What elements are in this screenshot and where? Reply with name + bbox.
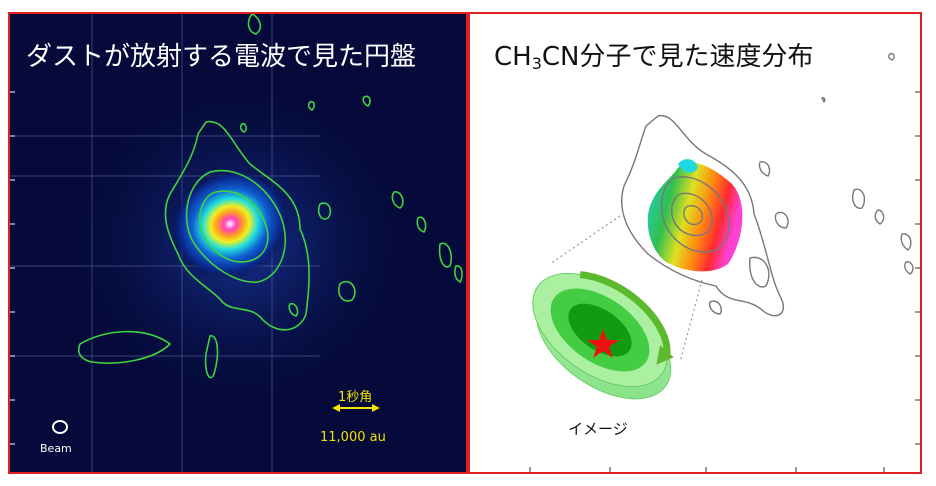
dust-contours	[77, 14, 463, 379]
velocity-blob-top	[678, 159, 698, 173]
projection-line-bottom	[679, 279, 703, 363]
axis-ticks	[10, 91, 15, 445]
velocity-blob	[647, 162, 743, 272]
gray-contours	[621, 52, 914, 317]
velocity-map-image	[529, 52, 920, 472]
disk-illustration	[532, 271, 674, 400]
scale-bar-value: 11,000 au	[320, 430, 386, 445]
scale-arrow	[332, 404, 380, 412]
scale-bar-label: 1秒角	[338, 390, 373, 405]
dust-continuum-panel: ダストが放射する電波で見た円盤 Beam 1秒角 11,000 au	[8, 12, 468, 474]
illustration-label: イメージ	[568, 420, 628, 438]
projection-line-top	[549, 215, 621, 265]
right-panel-title: CH3CN分子で見た速度分布	[494, 42, 814, 73]
left-panel-title: ダストが放射する電波で見た円盤	[26, 42, 417, 72]
axis-ticks-right	[529, 91, 920, 472]
star-icon	[587, 329, 619, 358]
beam-label: Beam	[40, 442, 72, 455]
dust-emission-peak	[169, 167, 291, 281]
beam-ellipse	[52, 420, 68, 434]
dust-map-image	[10, 14, 466, 472]
velocity-map-panel: CH3CN分子で見た速度分布 イメージ	[468, 12, 922, 474]
